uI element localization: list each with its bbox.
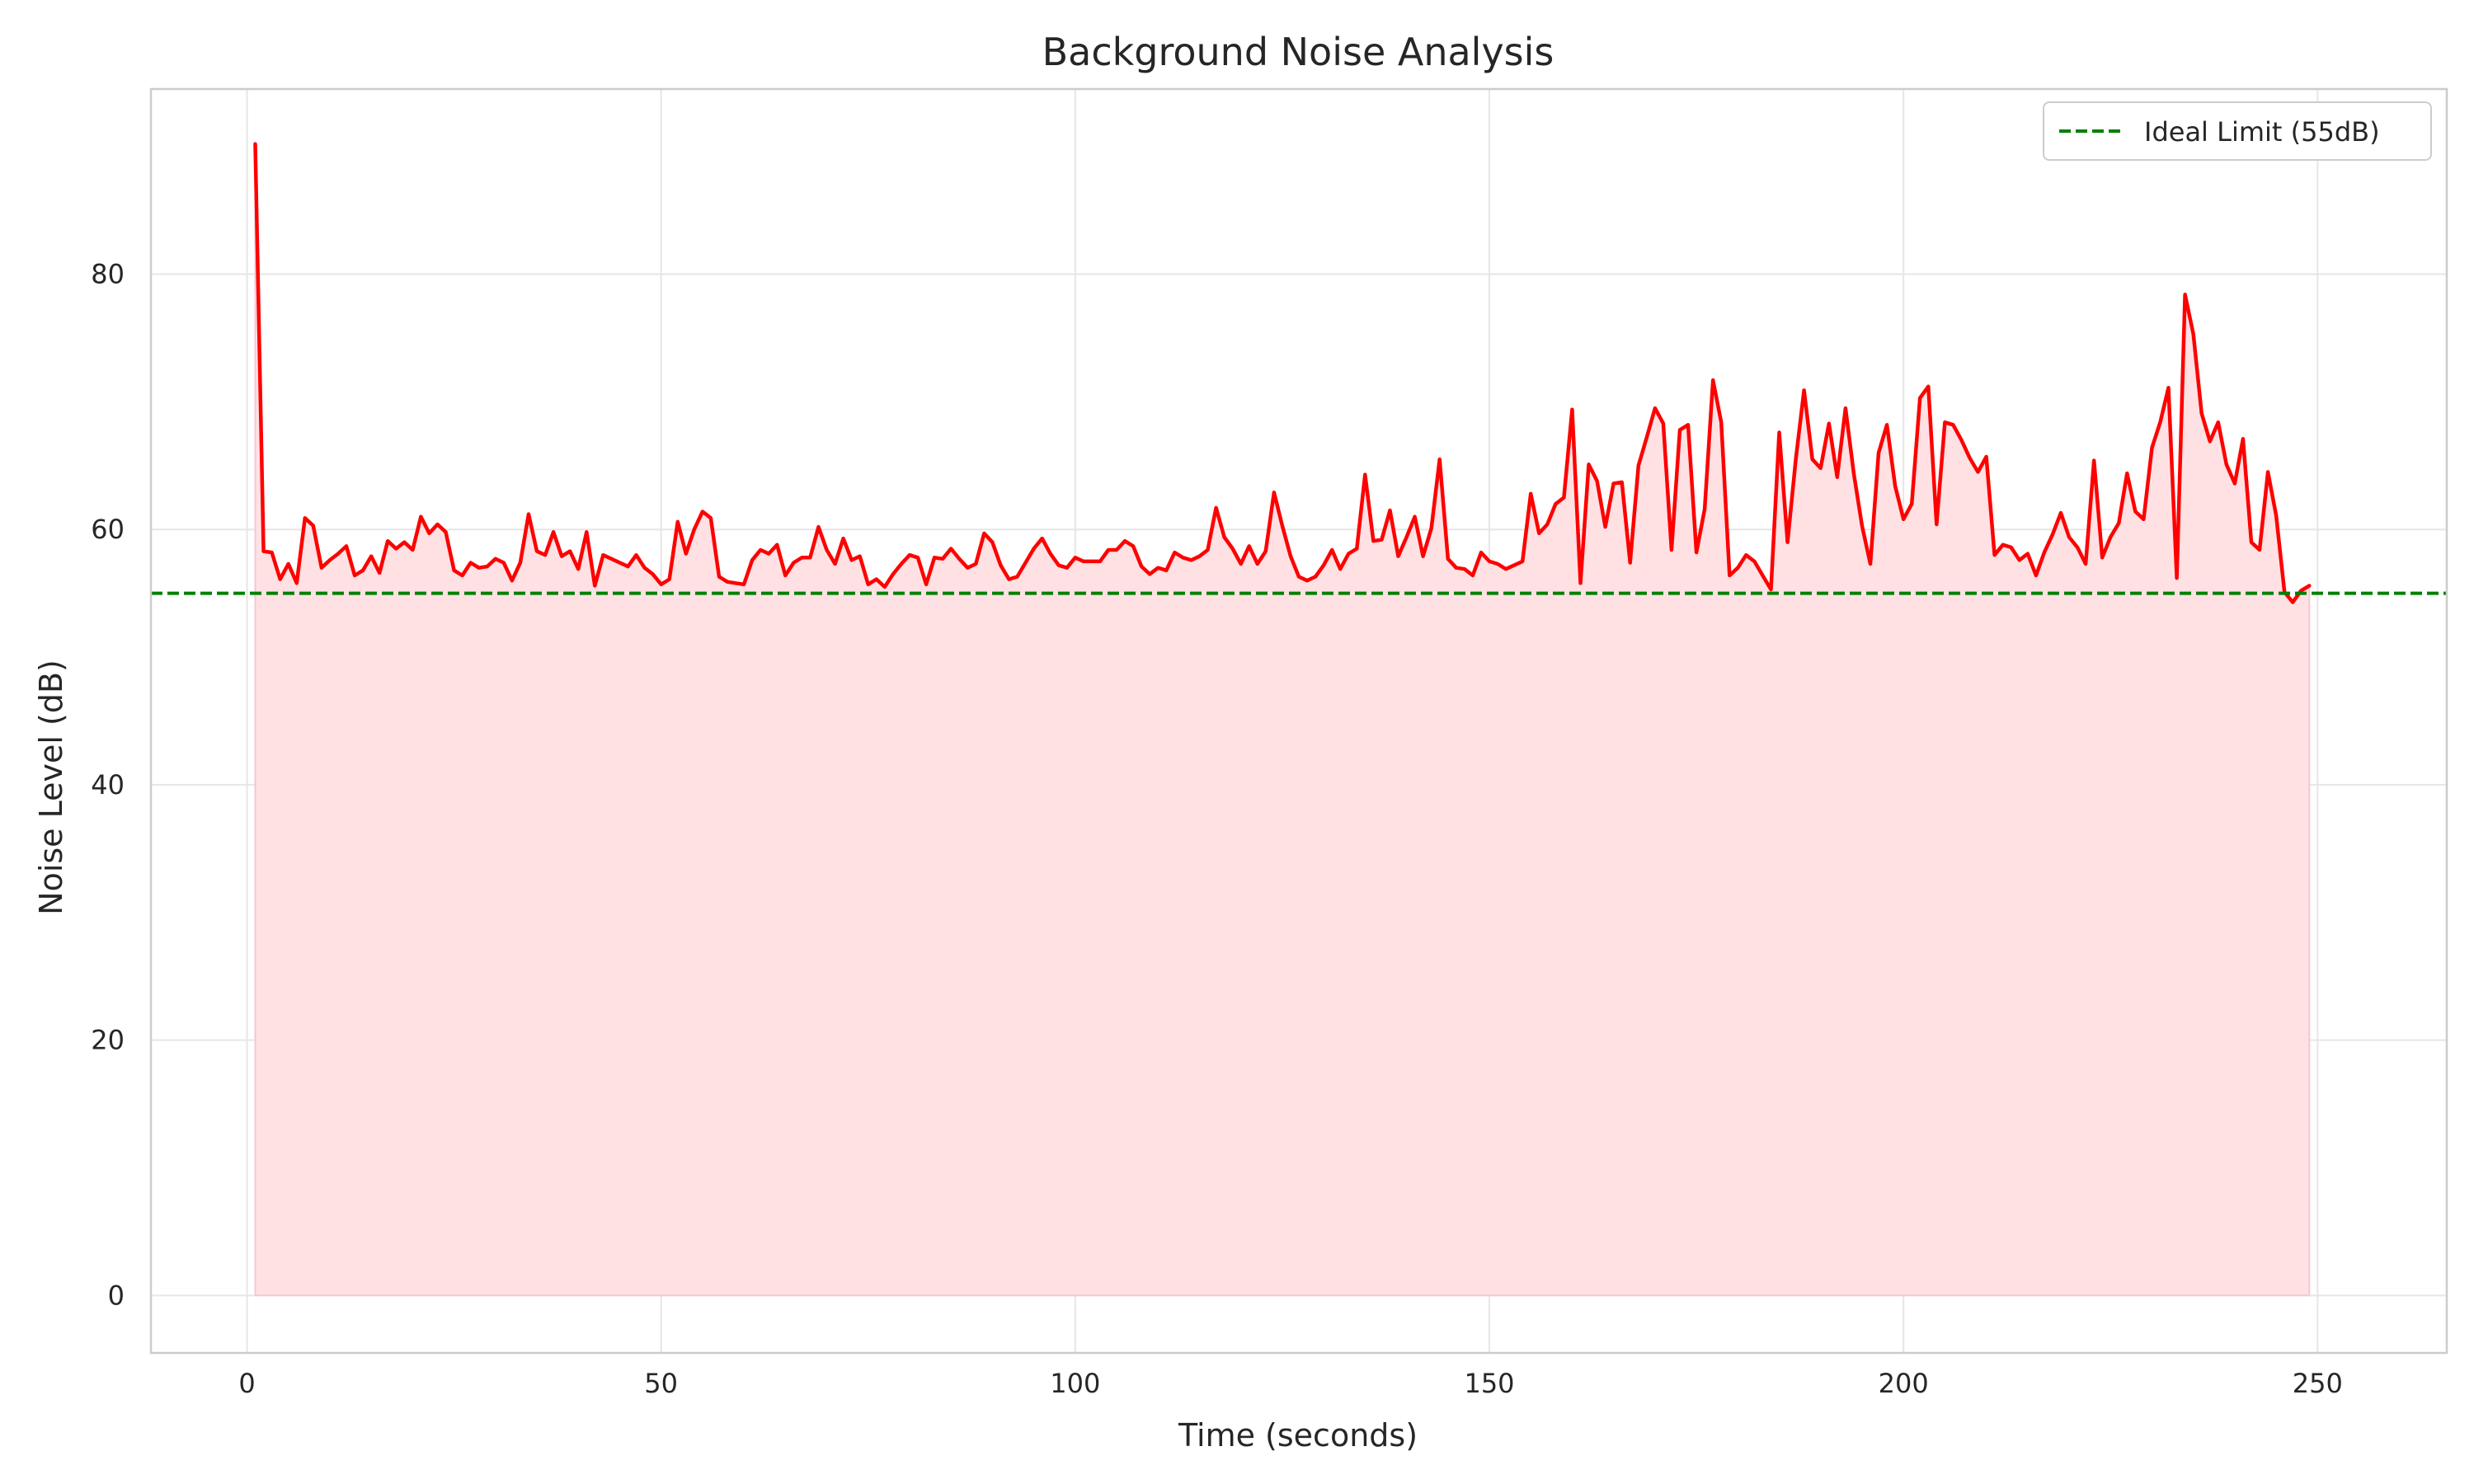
y-tick-label: 40 (91, 769, 125, 801)
legend-box (2043, 101, 2432, 161)
y-tick-label: 0 (108, 1280, 125, 1311)
y-tick-label: 80 (91, 259, 125, 290)
y-axis-label: Noise Level (dB) (33, 660, 69, 915)
tick-labels: 0 50 100 150 200 250 0 20 40 60 80 (91, 259, 2343, 1399)
noise-series-line (253, 142, 2312, 604)
x-tick-label: 200 (1879, 1368, 1929, 1399)
legend-label-ideal-limit: Ideal Limit (55dB) (2144, 116, 2380, 148)
plot-area (151, 142, 2447, 1297)
chart-title: Background Noise Analysis (1042, 30, 1554, 74)
x-tick-label: 100 (1050, 1368, 1100, 1399)
x-tick-label: 250 (2293, 1368, 2343, 1399)
axes-frame (149, 87, 2448, 1355)
x-axis-label: Time (seconds) (1178, 1417, 1418, 1453)
y-tick-label: 60 (91, 514, 125, 545)
x-tick-label: 50 (644, 1368, 678, 1399)
y-tick-label: 20 (91, 1025, 125, 1056)
x-tick-label: 0 (238, 1368, 255, 1399)
x-tick-label: 150 (1464, 1368, 1514, 1399)
legend: Ideal Limit (55dB) (2043, 101, 2432, 161)
